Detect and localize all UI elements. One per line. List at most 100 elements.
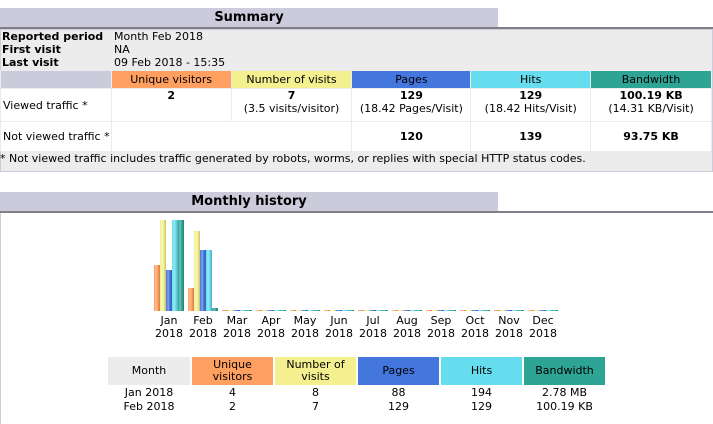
- viewed-pages-value: 129: [399, 89, 423, 102]
- cell-unique-visitors: 2: [229, 399, 236, 413]
- monthly-chart: [1, 213, 713, 313]
- month-label: May 2018: [288, 314, 322, 340]
- month-label-year: 2018: [189, 327, 217, 340]
- bar-unique-visitors: [528, 310, 534, 311]
- bar-visits: [228, 310, 234, 311]
- monthly-history-title: Monthly history: [0, 192, 498, 211]
- table-row: Jan 2018 4 8 88 194 2.78 MB: [108, 385, 605, 399]
- bar-unique-visitors: [392, 310, 398, 311]
- viewed-hits-value: 129: [519, 89, 543, 102]
- bar-pages: [268, 310, 274, 311]
- bar-pages: [166, 270, 172, 311]
- bar-unique-visitors: [494, 310, 500, 311]
- header-pages: Pages: [351, 70, 472, 89]
- first-visit-value: NA: [114, 43, 130, 56]
- viewed-bandwidth-value: 100.19 KB: [619, 89, 683, 102]
- month-label-name: Apr: [261, 314, 281, 327]
- bar-hits: [376, 310, 382, 311]
- month-label-year: 2018: [461, 327, 489, 340]
- monthly-table: Month Unique visitors Number of visits P…: [106, 357, 607, 413]
- viewed-visits-value: 7: [287, 89, 296, 102]
- viewed-unique-visitors-value: 2: [167, 89, 176, 102]
- cell-visits: 7: [312, 399, 319, 413]
- bar-unique-visitors: [188, 288, 194, 311]
- bar-unique-visitors: [324, 310, 330, 311]
- not-viewed-empty: [110, 121, 353, 152]
- cell-hits: 129: [471, 399, 492, 413]
- bar-visits: [500, 310, 506, 311]
- viewed-unique-visitors: 2: [110, 88, 232, 122]
- month-label-name: Jul: [366, 314, 380, 327]
- not-viewed-traffic-label: Not viewed traffic *: [0, 121, 112, 152]
- month-label-year: 2018: [529, 327, 557, 340]
- bar-unique-visitors: [290, 310, 296, 311]
- viewed-bandwidth-sub: (14.31 KB/Visit): [608, 102, 694, 115]
- month-label-year: 2018: [155, 327, 183, 340]
- bar-hits: [410, 310, 416, 311]
- bar-pages: [336, 310, 342, 311]
- last-visit-label: Last visit: [2, 56, 59, 69]
- bar-bandwidth: [552, 310, 558, 311]
- bar-bandwidth: [382, 310, 388, 311]
- viewed-traffic-row: Viewed traffic * 2 7 (3.5 visits/visitor)…: [0, 88, 712, 122]
- header-hits: Hits: [441, 357, 522, 385]
- footnote: * Not viewed traffic includes traffic ge…: [0, 152, 586, 165]
- cell-hits: 194: [471, 385, 492, 399]
- summary-title-text: Summary: [214, 10, 284, 25]
- month-label-year: 2018: [495, 327, 523, 340]
- bar-visits: [296, 310, 302, 311]
- month-label-year: 2018: [291, 327, 319, 340]
- summary-header-row: Unique visitors Number of visits Pages H…: [0, 70, 712, 89]
- monthly-history-title-text: Monthly history: [191, 194, 307, 209]
- bar-visits: [534, 310, 540, 311]
- bar-pages: [472, 310, 478, 311]
- month-label-name: Nov: [498, 314, 520, 327]
- cell-unique-visitors: 4: [229, 385, 236, 399]
- month-label: Dec 2018: [526, 314, 560, 340]
- header-month: Month: [108, 357, 190, 385]
- bar-visits: [330, 310, 336, 311]
- bar-bandwidth: [348, 310, 354, 311]
- monthly-header-row: Month Unique visitors Number of visits P…: [108, 357, 605, 385]
- bar-hits: [512, 310, 518, 311]
- viewed-pages: 129 (18.42 Pages/Visit): [351, 88, 472, 122]
- month-label: Oct 2018: [458, 314, 492, 340]
- cell-bandwidth: 2.78 MB: [541, 385, 588, 399]
- not-viewed-bandwidth: 93.75 KB: [590, 121, 712, 152]
- month-label-name: Jun: [330, 314, 348, 327]
- bar-hits: [240, 310, 246, 311]
- bar-unique-visitors: [426, 310, 432, 311]
- bar-pages: [438, 310, 444, 311]
- bar-visits: [262, 310, 268, 311]
- bar-visits: [194, 231, 200, 311]
- not-viewed-traffic-row: Not viewed traffic * 120 139 93.75 KB: [0, 121, 712, 152]
- bar-visits: [160, 220, 166, 311]
- month-label-year: 2018: [427, 327, 455, 340]
- cell-month: Jan 2018: [124, 385, 174, 399]
- month-label: Apr 2018: [254, 314, 288, 340]
- header-bandwidth: Bandwidth: [524, 357, 605, 385]
- month-label-year: 2018: [257, 327, 285, 340]
- bar-bandwidth: [246, 310, 252, 311]
- month-label-name: Aug: [396, 314, 418, 327]
- bar-visits: [398, 310, 404, 311]
- bar-hits: [546, 310, 552, 311]
- bar-pages: [404, 310, 410, 311]
- reported-period-value: Month Feb 2018: [114, 30, 203, 43]
- bar-unique-visitors: [222, 310, 228, 311]
- bar-hits: [308, 310, 314, 311]
- monthly-divider: [0, 211, 713, 213]
- month-label-name: Jan: [160, 314, 178, 327]
- bar-unique-visitors: [154, 265, 160, 311]
- bar-bandwidth: [450, 310, 456, 311]
- cell-pages: 88: [391, 385, 406, 399]
- month-label: Nov 2018: [492, 314, 526, 340]
- cell-visits: 8: [312, 385, 319, 399]
- bar-hits: [172, 220, 178, 311]
- month-label: Jan 2018: [152, 314, 186, 340]
- month-label-year: 2018: [359, 327, 387, 340]
- bar-bandwidth: [518, 310, 524, 311]
- bar-unique-visitors: [256, 310, 262, 311]
- viewed-pages-sub: (18.42 Pages/Visit): [359, 102, 463, 115]
- summary-header-blank: [0, 70, 112, 89]
